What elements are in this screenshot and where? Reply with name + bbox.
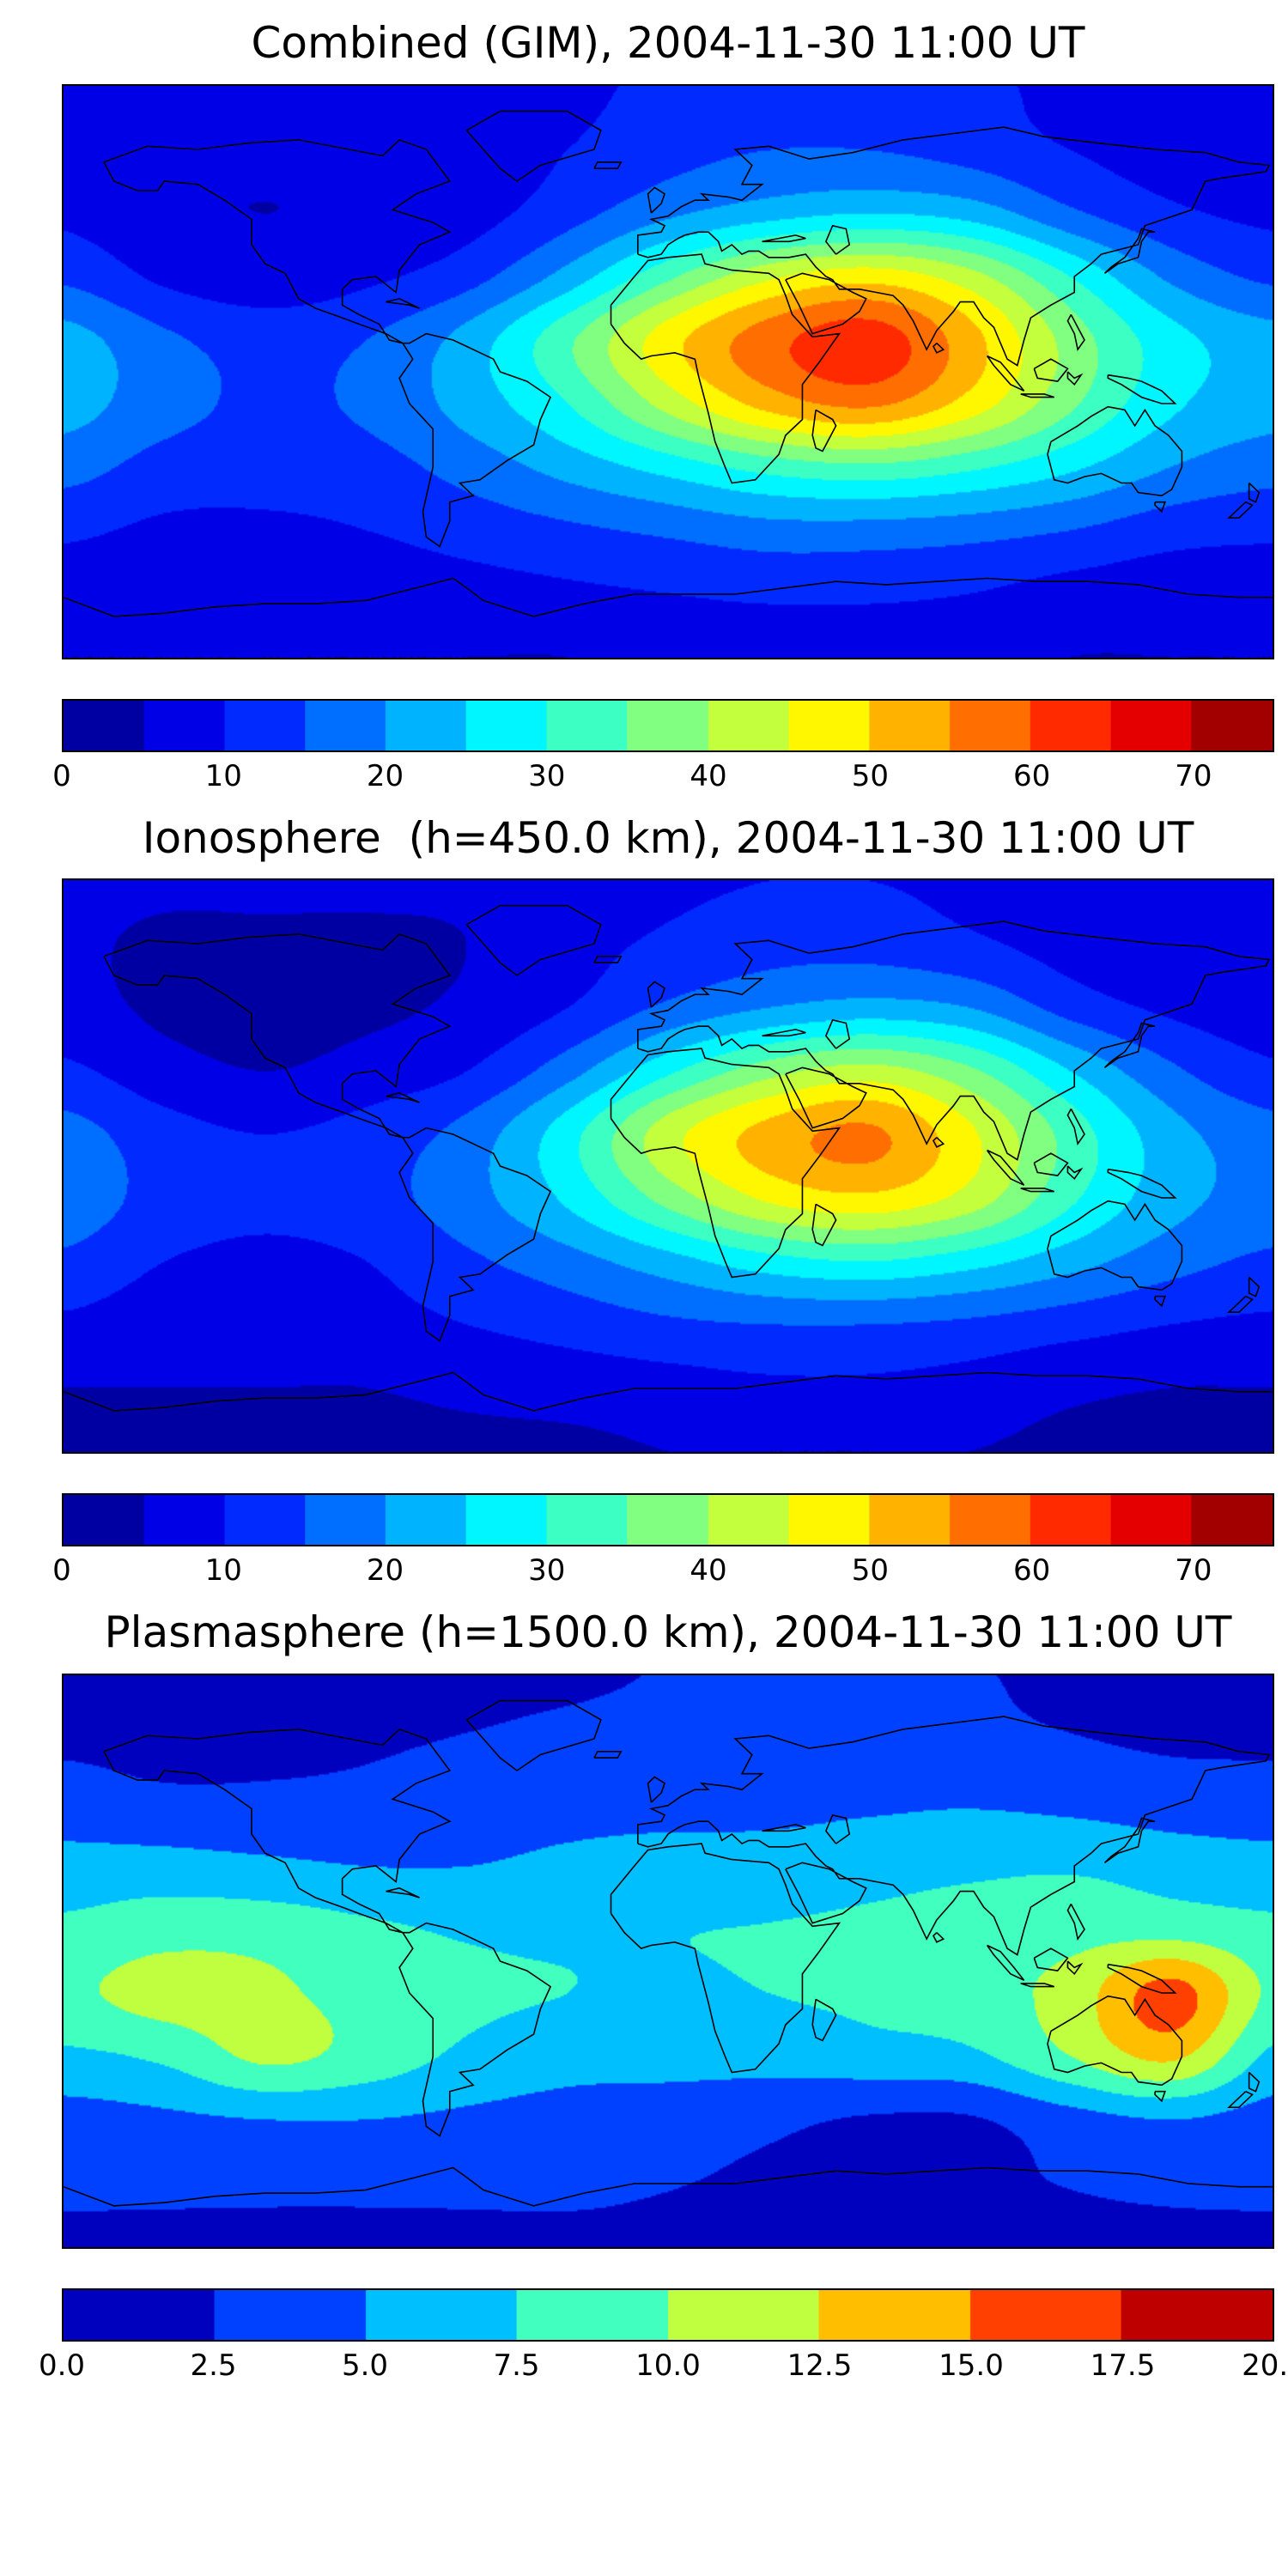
panel-ionosphere: Ionosphere (h=450.0 km), 2004-11-30 11:0…: [0, 812, 1288, 1595]
colorbar-tick-label: 10.0: [635, 2348, 701, 2383]
colorbar-tick-label: 0: [52, 758, 71, 793]
chart-title: Combined (GIM), 2004-11-30 11:00 UT: [251, 18, 1085, 68]
tec-map-canvas: [64, 1674, 1273, 2247]
colorbar-tick-label: 70: [1175, 1553, 1212, 1588]
colorbar-tick-label: 50: [851, 1553, 889, 1588]
colorbar-tick-label: 70: [1175, 758, 1212, 793]
tec-map-canvas: [64, 880, 1273, 1452]
map-plasmasphere: [62, 1673, 1274, 2249]
colorbar-tick-label: 50: [851, 758, 889, 793]
colorbar-tick-label: 0: [52, 1553, 71, 1588]
figure: Combined (GIM), 2004-11-30 11:00 UT 0 10 2…: [0, 18, 1288, 2390]
panel-plasmasphere: Plasmasphere (h=1500.0 km), 2004-11-30 1…: [0, 1607, 1288, 2390]
colorbar-tick-label: 60: [1012, 758, 1051, 793]
colorbar-tick-label: 30: [528, 758, 566, 793]
colorbar-canvas: [64, 2289, 1273, 2340]
colorbar-combined: [62, 698, 1274, 752]
map-ionosphere: [62, 878, 1274, 1454]
colorbar-ticks: 0 10 20 30 40 50 60 70: [52, 752, 1274, 800]
panel-combined: Combined (GIM), 2004-11-30 11:00 UT 0 10 2…: [0, 18, 1288, 800]
colorbar-tick-label: 5.0: [341, 2348, 389, 2383]
colorbar-tick-label: 15.0: [939, 2348, 1004, 2383]
tec-map-canvas: [64, 85, 1273, 658]
colorbar-tick-label: 7.5: [493, 2348, 540, 2383]
colorbar-tick-label: 10: [204, 758, 242, 793]
chart-title: Ionosphere (h=450.0 km), 2004-11-30 11:0…: [142, 812, 1194, 863]
colorbar-tick-label: 30: [528, 1553, 566, 1588]
colorbar-ticks: 0.0 2.5 5.0 7.5 10.0 12.5 15.0 17.5 20.0: [39, 2342, 1288, 2390]
colorbar-tick-label: 2.5: [190, 2348, 237, 2383]
colorbar-tick-label: 40: [690, 758, 727, 793]
map-combined: [62, 83, 1274, 659]
colorbar-canvas: [64, 1495, 1273, 1545]
colorbar-tick-label: 60: [1012, 1553, 1051, 1588]
colorbar-tick-label: 10: [204, 1553, 242, 1588]
colorbar-tick-label: 40: [690, 1553, 727, 1588]
colorbar-ionosphere: [62, 1493, 1274, 1546]
colorbar-canvas: [64, 700, 1273, 750]
chart-title: Plasmasphere (h=1500.0 km), 2004-11-30 1…: [104, 1607, 1232, 1657]
colorbar-ticks: 0 10 20 30 40 50 60 70: [52, 1546, 1274, 1595]
colorbar-tick-label: 20: [366, 758, 404, 793]
colorbar-tick-label: 20.0: [1242, 2348, 1288, 2383]
colorbar-tick-label: 20: [366, 1553, 404, 1588]
colorbar-tick-label: 0.0: [38, 2348, 86, 2383]
colorbar-tick-label: 12.5: [787, 2348, 853, 2383]
colorbar-tick-label: 17.5: [1090, 2348, 1156, 2383]
colorbar-plasmasphere: [62, 2287, 1274, 2342]
